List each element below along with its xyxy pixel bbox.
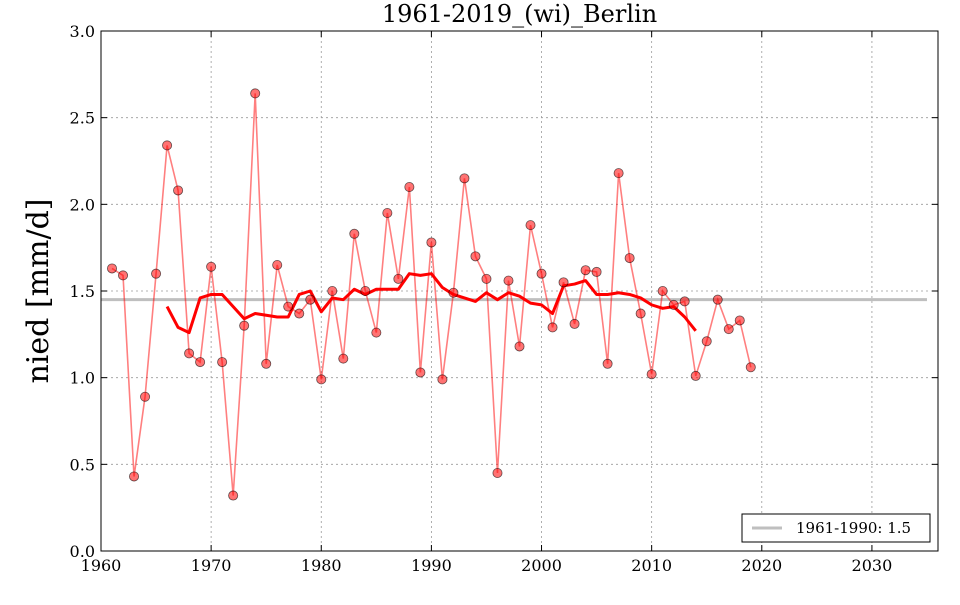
data-point [261, 358, 272, 369]
data-point [371, 327, 382, 338]
data-point [129, 471, 140, 482]
moving-average-line [165, 272, 697, 335]
y-tick-label: 0.0 [70, 542, 95, 561]
x-tick-label: 2020 [741, 556, 782, 575]
data-point [228, 490, 239, 501]
data-point [107, 263, 118, 274]
data-point [613, 168, 624, 179]
data-point [525, 220, 536, 231]
data-point [492, 467, 503, 478]
data-point [360, 285, 371, 296]
data-point [118, 270, 129, 281]
data-point [690, 370, 701, 381]
y-tick-label: 2.5 [70, 109, 95, 128]
data-point [547, 322, 558, 333]
data-point [580, 265, 591, 276]
data-point [470, 251, 481, 262]
y-tick-label: 3.0 [70, 22, 95, 41]
x-tick-label: 2030 [852, 556, 893, 575]
x-tick-label: 1970 [191, 556, 232, 575]
data-point [338, 353, 349, 364]
data-point [349, 228, 360, 239]
series-layer [101, 88, 927, 501]
data-point [591, 266, 602, 277]
data-point [184, 348, 195, 359]
data-point [723, 324, 734, 335]
y-tick-label: 0.5 [70, 455, 95, 474]
data-point [393, 273, 404, 284]
data-point [536, 268, 547, 279]
data-point [745, 362, 756, 373]
data-point [382, 207, 393, 218]
data-point [151, 268, 162, 279]
data-point [272, 259, 283, 270]
data-point [569, 318, 580, 329]
legend: 1961-1990: 1.5 [741, 513, 931, 543]
ticks: 1960 1970 1980 1990 2000 2010 2020 2030 0.0 0.5 1.… [70, 22, 938, 575]
y-tick-label: 2.0 [70, 195, 95, 214]
x-tick-label: 1960 [81, 556, 122, 575]
data-point [448, 287, 459, 298]
data-point [437, 374, 448, 385]
data-point [195, 357, 206, 368]
x-tick-label: 2000 [521, 556, 562, 575]
x-tick-label: 2010 [631, 556, 672, 575]
data-point [283, 301, 294, 312]
data-point [415, 367, 426, 378]
data-point [503, 275, 514, 286]
data-point [404, 181, 415, 192]
data-point [701, 336, 712, 347]
data-point [668, 299, 679, 310]
data-point [635, 308, 646, 319]
data-point [162, 140, 173, 151]
data-point [294, 308, 305, 319]
data-point [624, 253, 635, 264]
y-tick-label: 1.5 [70, 282, 95, 301]
y-axis-label: nied [mm/d] [21, 198, 56, 383]
data-point [250, 88, 261, 99]
data-point [206, 261, 217, 272]
data-point [239, 320, 250, 331]
data-point [217, 357, 228, 368]
data-point [514, 341, 525, 352]
grid [101, 31, 938, 551]
data-point [602, 358, 613, 369]
y-tick-label: 1.0 [70, 369, 95, 388]
data-point [305, 294, 316, 305]
data-point [173, 185, 184, 196]
data-point [657, 285, 668, 296]
x-tick-label: 1990 [411, 556, 452, 575]
data-point [459, 173, 470, 184]
x-tick-label: 1980 [301, 556, 342, 575]
data-point [140, 391, 151, 402]
data-point [426, 237, 437, 248]
legend-label: 1961-1990: 1.5 [796, 519, 911, 537]
data-point [481, 273, 492, 284]
data-point [679, 296, 690, 307]
data-point [558, 277, 569, 288]
data-point [712, 294, 723, 305]
data-point [316, 374, 327, 385]
data-point [327, 285, 338, 296]
chart-title: 1961-2019_(wi)_Berlin [382, 0, 657, 28]
data-point [646, 369, 657, 380]
data-point [734, 315, 745, 326]
